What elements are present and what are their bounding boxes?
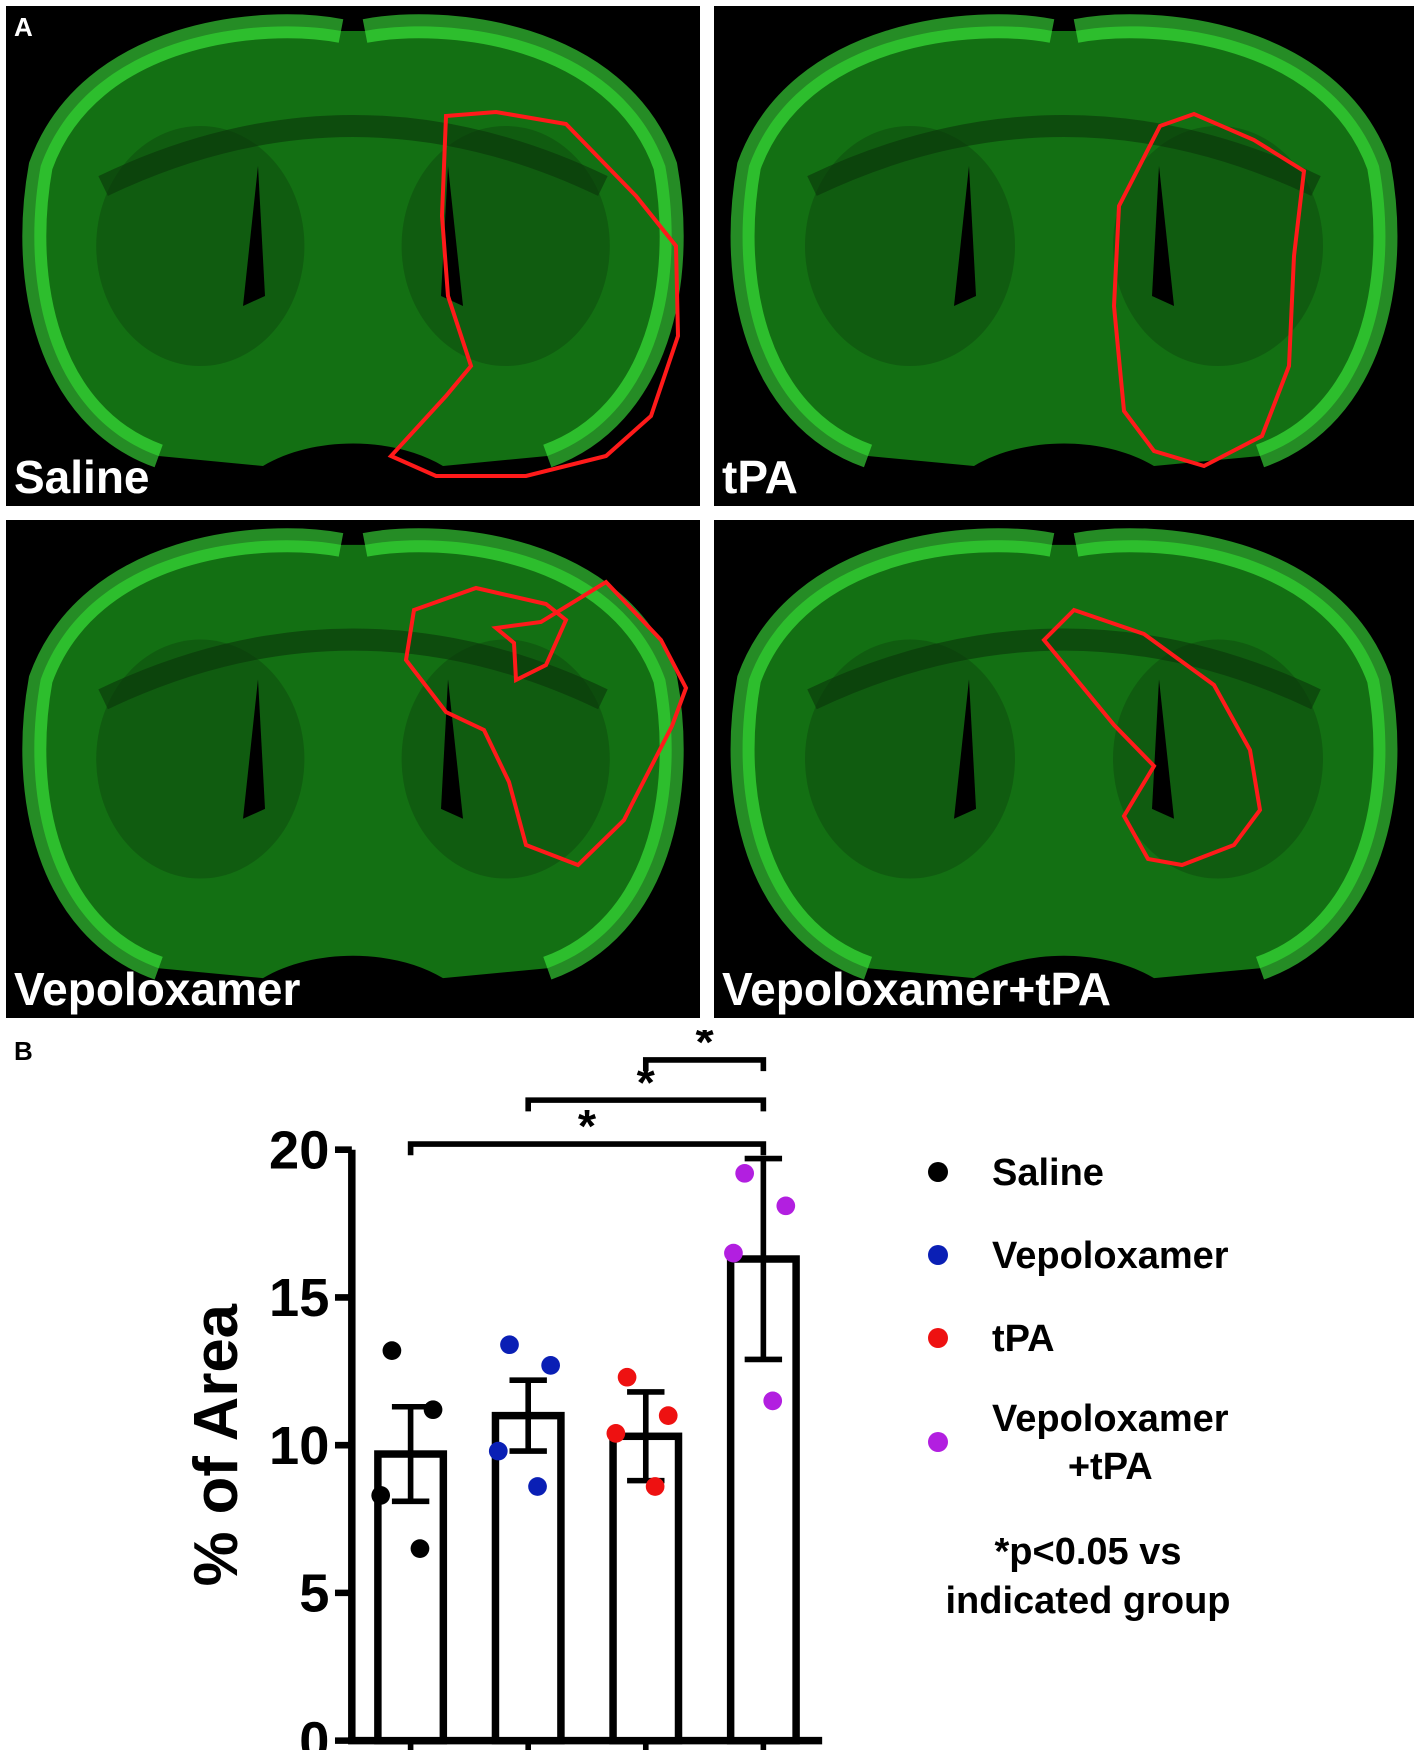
significance-star: * <box>695 1030 714 1068</box>
cortex-rim <box>22 14 684 468</box>
data-point <box>500 1335 519 1355</box>
micrograph-saline: Saline <box>6 6 700 506</box>
legend: Saline Vepoloxamer tPA Vepoloxamer +tPA <box>928 1150 1418 1490</box>
ventricle-left <box>954 679 976 819</box>
significance-note: *p<0.05 vs indicated group <box>945 1531 1231 1623</box>
data-point <box>724 1243 743 1263</box>
ventricle-right <box>1152 166 1174 306</box>
ventricle-left <box>954 166 976 306</box>
data-point <box>382 1341 402 1360</box>
legend-dot <box>928 1328 948 1348</box>
striatum-right <box>1113 639 1323 879</box>
striatum-left <box>96 126 305 366</box>
significance-bracket <box>642 1057 767 1072</box>
data-point <box>606 1423 626 1443</box>
cortex-rim <box>730 528 1398 980</box>
legend-dot <box>928 1432 948 1452</box>
bar-vepoloxamer <box>491 1411 565 1745</box>
brain-section-image <box>730 528 1398 980</box>
micrograph-tpa: tPA <box>714 6 1414 506</box>
data-point <box>776 1196 796 1216</box>
brain-section-image <box>22 14 684 478</box>
data-point <box>735 1163 755 1183</box>
lesion-outline <box>1111 111 1307 469</box>
micrograph-vepoloxamer: Vepoloxamer <box>6 520 700 1018</box>
data-point <box>763 1391 783 1411</box>
significance-bracket <box>525 1097 767 1112</box>
ventricle-left <box>243 166 265 306</box>
legend-label: Saline <box>992 1152 1104 1194</box>
legend-label: tPA <box>992 1318 1055 1360</box>
data-point <box>423 1400 443 1420</box>
cortex-rim <box>22 528 684 980</box>
bar-chart: 0 5 10 15 20 % of Area * * * <box>182 1030 823 1750</box>
data-point <box>541 1356 560 1375</box>
y-tick-label: 15 <box>269 1268 329 1328</box>
ventricle-left <box>243 679 265 819</box>
micrograph-label: Saline <box>14 451 150 503</box>
lesion-outline <box>387 109 681 478</box>
micrograph-label: Vepoloxamer+tPA <box>722 963 1112 1015</box>
panel-b-letter: B <box>14 1036 33 1066</box>
brain-section-image <box>22 528 689 980</box>
corpus-callosum <box>807 115 1321 196</box>
striatum-right <box>1113 126 1323 366</box>
legend-item-tpa: tPA <box>928 1316 1055 1364</box>
corpus-callosum <box>807 628 1321 710</box>
data-point <box>528 1477 547 1496</box>
ventricle-right <box>1152 679 1174 819</box>
micrograph-label: tPA <box>722 451 798 503</box>
y-tick-label: 0 <box>299 1711 329 1750</box>
brain-section-image <box>730 14 1398 469</box>
significance-star: * <box>637 1056 656 1108</box>
lesion-outline <box>1041 607 1263 868</box>
striatum-left <box>805 639 1015 879</box>
lesion-outline <box>403 579 689 868</box>
significance-star: * <box>578 1100 597 1152</box>
data-point <box>488 1441 508 1461</box>
data-point <box>645 1477 665 1496</box>
data-point <box>617 1367 637 1387</box>
data-point <box>658 1406 678 1425</box>
micrograph-label: Vepoloxamer <box>14 963 301 1015</box>
striatum-right <box>401 126 610 366</box>
significance-bracket <box>407 1141 767 1156</box>
cortex-rim <box>730 14 1398 468</box>
data-point <box>410 1539 430 1558</box>
legend-item-saline: Saline <box>928 1150 1104 1198</box>
legend-label: Vepoloxamer +tPA <box>992 1398 1229 1488</box>
y-tick-label: 5 <box>299 1564 329 1624</box>
legend-dot <box>928 1245 948 1265</box>
legend-label: Vepoloxamer <box>992 1235 1229 1277</box>
legend-item-vepoloxamer-tpa: Vepoloxamer +tPA <box>928 1396 1229 1491</box>
micrograph-vepoloxamer-tpa: Vepoloxamer+tPA <box>714 520 1414 1018</box>
y-tick-label: 20 <box>269 1120 329 1180</box>
bar-tpa <box>609 1432 683 1745</box>
legend-dot <box>928 1162 948 1182</box>
y-axis-label: % of Area <box>182 1303 251 1586</box>
striatum-right <box>401 639 610 879</box>
y-tick-label: 10 <box>269 1416 329 1476</box>
striatum-left <box>805 126 1015 366</box>
corpus-callosum <box>98 115 608 196</box>
panel-a-letter: A <box>14 12 33 42</box>
legend-item-vepoloxamer: Vepoloxamer <box>928 1233 1229 1281</box>
data-point <box>371 1486 391 1505</box>
striatum-left <box>96 639 305 879</box>
